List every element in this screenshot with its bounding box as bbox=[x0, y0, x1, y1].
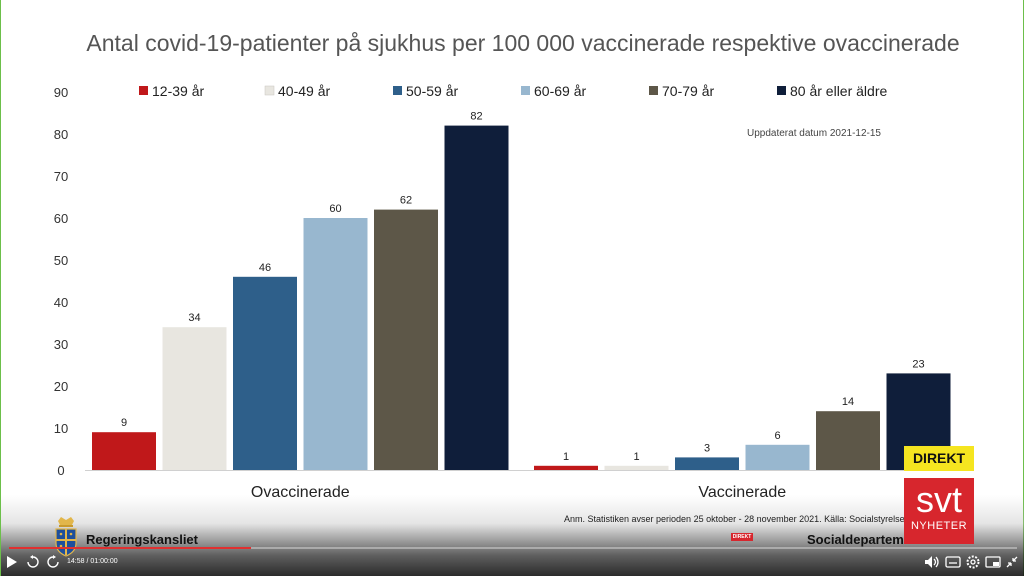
data-label: 1 bbox=[633, 451, 639, 463]
legend-label: 70-79 år bbox=[662, 83, 714, 99]
y-tick-label: 0 bbox=[57, 463, 64, 478]
legend-swatch bbox=[649, 86, 658, 95]
data-label: 14 bbox=[842, 396, 854, 408]
live-badge: DIREKT bbox=[904, 446, 974, 471]
fullscreen-exit-icon[interactable] bbox=[1005, 554, 1019, 570]
y-tick-label: 60 bbox=[54, 211, 68, 226]
y-tick-label: 70 bbox=[54, 169, 68, 184]
bar bbox=[92, 432, 156, 470]
bar bbox=[675, 457, 739, 470]
data-label: 62 bbox=[400, 195, 412, 207]
legend-swatch bbox=[777, 86, 786, 95]
bar bbox=[374, 209, 438, 470]
legend-label: 80 år eller äldre bbox=[790, 83, 887, 99]
government-name: Regeringskansliet bbox=[86, 532, 198, 547]
bar bbox=[162, 327, 227, 470]
legend-label: 50-59 år bbox=[406, 83, 458, 99]
y-tick-label: 50 bbox=[54, 253, 68, 268]
svt-logo-subtext: NYHETER bbox=[910, 520, 968, 532]
bar bbox=[444, 125, 509, 470]
volume-icon[interactable] bbox=[923, 554, 941, 570]
time-readout: 14:58 / 01:00:00 bbox=[67, 558, 118, 565]
legend-label: 12-39 år bbox=[152, 83, 204, 99]
bar bbox=[233, 276, 297, 470]
subtitles-icon[interactable] bbox=[945, 554, 961, 570]
updated-date-annotation: Uppdaterat datum 2021-12-15 bbox=[747, 128, 881, 139]
bar bbox=[816, 411, 880, 470]
y-tick-label: 90 bbox=[54, 85, 68, 100]
legend-swatch bbox=[264, 85, 275, 96]
y-tick-label: 20 bbox=[54, 379, 68, 394]
y-tick-label: 10 bbox=[54, 421, 68, 436]
progress-bar-fill bbox=[9, 547, 251, 549]
player-overlay-gradient bbox=[1, 495, 1024, 576]
y-tick-label: 40 bbox=[54, 295, 68, 310]
government-crest-icon bbox=[55, 517, 77, 557]
progress-bar[interactable] bbox=[9, 547, 1017, 549]
source-note: Anm. Statistiken avser perioden 25 oktob… bbox=[564, 514, 906, 524]
bar bbox=[745, 444, 810, 470]
settings-icon[interactable] bbox=[965, 554, 981, 570]
legend-label: 60-69 år bbox=[534, 83, 586, 99]
legend-swatch bbox=[139, 86, 148, 95]
rewind-icon[interactable] bbox=[25, 554, 41, 570]
data-label: 34 bbox=[188, 312, 200, 324]
player-controls: 14:58 / 01:00:00 bbox=[1, 551, 1024, 573]
chart-title: Antal covid-19-patienter på sjukhus per … bbox=[86, 30, 960, 56]
department-name: Socialdepartementet bbox=[807, 532, 907, 547]
bar bbox=[534, 465, 598, 470]
data-label: 1 bbox=[563, 451, 569, 463]
data-label: 9 bbox=[121, 417, 127, 429]
svt-nyheter-logo: svt NYHETER bbox=[904, 478, 974, 544]
bar bbox=[303, 218, 368, 470]
data-label: 6 bbox=[774, 430, 780, 442]
data-label: 46 bbox=[259, 262, 271, 274]
pip-icon[interactable] bbox=[985, 554, 1001, 570]
bar bbox=[604, 465, 669, 470]
data-label: 23 bbox=[912, 358, 924, 370]
y-tick-label: 30 bbox=[54, 337, 68, 352]
progress-live-marker[interactable]: DIREKT bbox=[731, 533, 753, 541]
data-label: 60 bbox=[329, 203, 341, 215]
data-label: 82 bbox=[470, 111, 482, 123]
legend-label: 40-49 år bbox=[278, 83, 330, 99]
data-label: 3 bbox=[704, 442, 710, 454]
y-tick-label: 80 bbox=[54, 127, 68, 142]
legend-swatch bbox=[521, 86, 530, 95]
play-icon[interactable] bbox=[5, 554, 19, 570]
legend-swatch bbox=[393, 86, 402, 95]
svt-logo-text: svt bbox=[915, 479, 962, 520]
forward-icon[interactable] bbox=[45, 554, 61, 570]
